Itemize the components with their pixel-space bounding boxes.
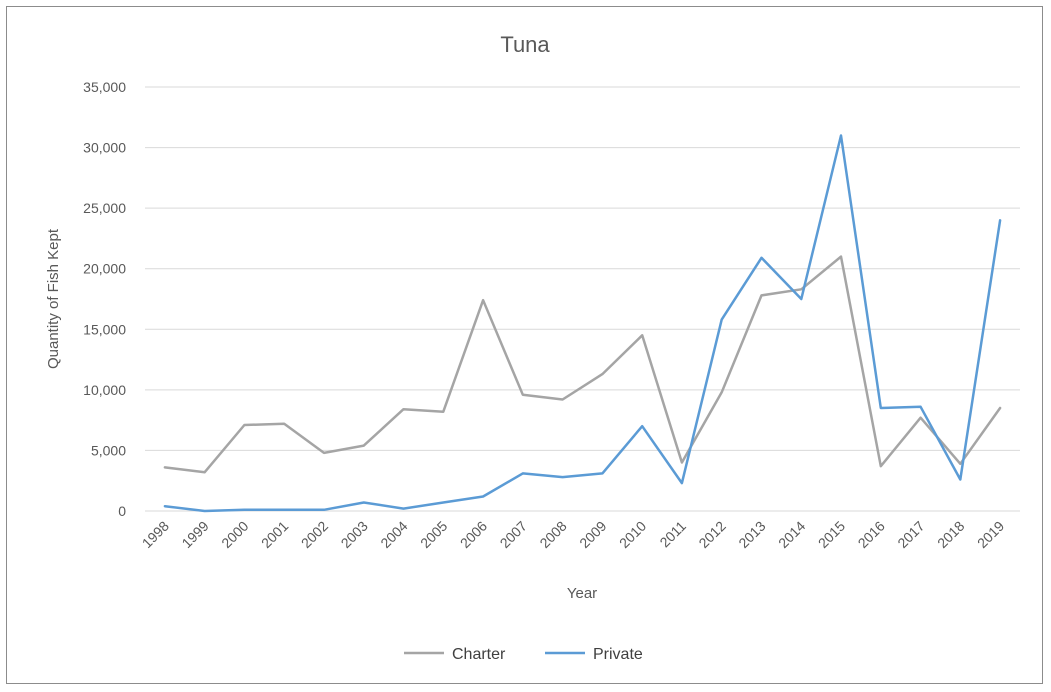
y-tick-label: 35,000 xyxy=(83,79,126,95)
x-tick-label: 2011 xyxy=(656,518,689,551)
x-tick-label: 2010 xyxy=(616,518,649,551)
series-lines xyxy=(163,134,1002,513)
x-tick-label: 2019 xyxy=(974,518,1007,551)
x-tick-label: 2004 xyxy=(377,518,410,551)
chart-title: Tuna xyxy=(500,32,550,57)
gridlines xyxy=(145,86,1020,512)
x-tick-label: 2005 xyxy=(417,518,450,551)
y-tick-label: 5,000 xyxy=(91,442,126,458)
x-tick-label: 2006 xyxy=(457,518,490,551)
legend-label-charter: Charter xyxy=(452,646,506,663)
x-tick-label: 2016 xyxy=(855,518,888,551)
chart-frame xyxy=(6,6,1043,684)
legend: Charter Private xyxy=(404,646,643,663)
x-tick-label: 2012 xyxy=(695,518,728,551)
x-tick-label: 2017 xyxy=(894,518,927,551)
series-line-charter xyxy=(163,255,1002,474)
x-tick-label: 2002 xyxy=(298,518,331,551)
series-line-private xyxy=(163,134,1002,513)
x-tick-label: 2015 xyxy=(815,518,848,551)
y-tick-label: 10,000 xyxy=(83,382,126,398)
x-tick-label: 2013 xyxy=(735,518,768,551)
x-axis-title: Year xyxy=(567,585,597,602)
legend-label-private: Private xyxy=(593,646,643,663)
x-tick-label: 2008 xyxy=(536,518,569,551)
x-axis-ticks: 1998 1999 2000 2001 2002 2003 2004 2005 2006 2007… xyxy=(139,518,1008,551)
x-tick-label: 2009 xyxy=(576,518,609,551)
y-tick-label: 0 xyxy=(118,503,126,519)
x-tick-label: 1999 xyxy=(178,518,211,551)
x-tick-label: 2007 xyxy=(497,518,530,551)
x-tick-label: 2014 xyxy=(775,518,808,551)
y-tick-label: 20,000 xyxy=(83,261,126,277)
x-tick-label: 2018 xyxy=(934,518,967,551)
x-tick-label: 2000 xyxy=(218,518,251,551)
y-axis-title: Quantity of Fish Kept xyxy=(45,228,62,369)
y-axis-ticks: 0 5,000 10,000 15,000 20,000 25,000 30,000 35,0… xyxy=(83,79,126,519)
x-tick-label: 2003 xyxy=(338,518,371,551)
y-tick-label: 15,000 xyxy=(83,321,126,337)
y-tick-label: 25,000 xyxy=(83,200,126,216)
x-tick-label: 1998 xyxy=(139,518,172,551)
y-tick-label: 30,000 xyxy=(83,140,126,156)
x-tick-label: 2001 xyxy=(258,518,291,551)
